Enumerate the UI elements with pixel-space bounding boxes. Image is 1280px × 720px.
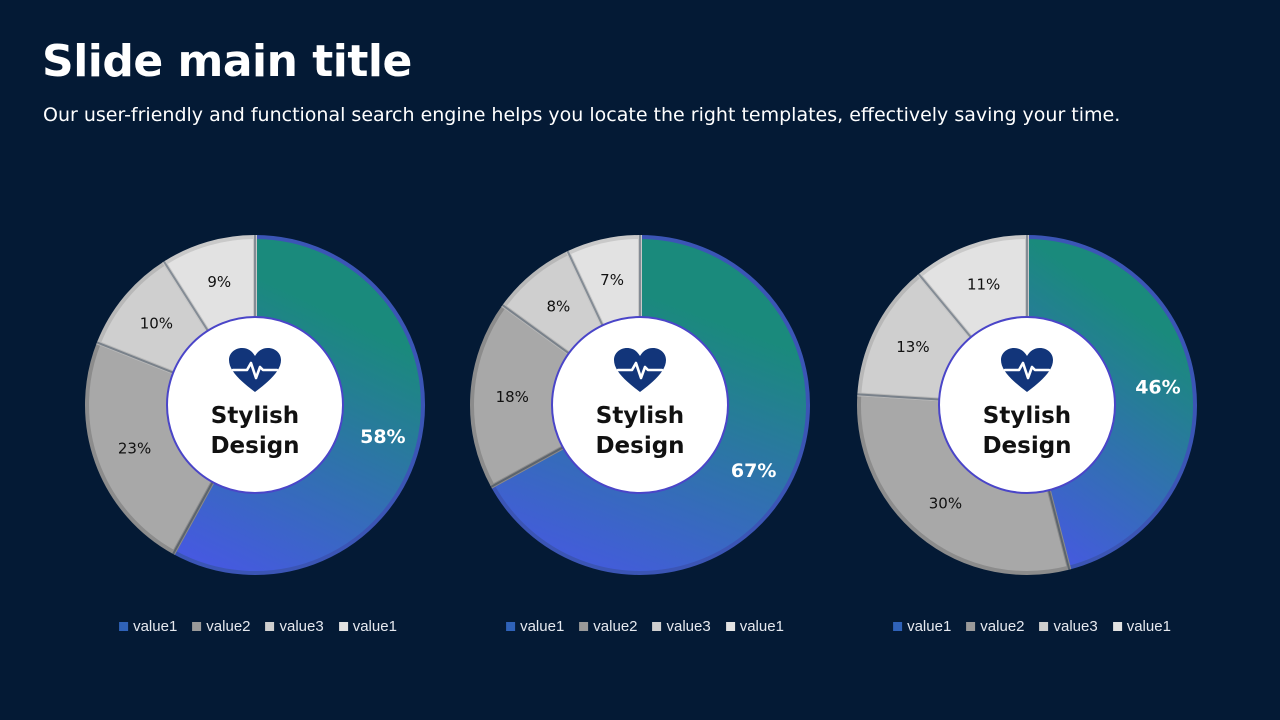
legend-label: value1 (352, 618, 397, 635)
legend-item: value1 (1112, 618, 1171, 635)
heart-pulse-icon (614, 348, 666, 392)
legend-swatch (1039, 622, 1049, 631)
legend-swatch (966, 622, 976, 631)
legend-label: value3 (279, 618, 324, 635)
legend-label: value1 (739, 618, 784, 635)
legend-label: value1 (1126, 618, 1171, 635)
slice-label-2-2: 18% (496, 388, 529, 406)
slice-label-3-4: 11% (967, 276, 1000, 294)
legend-item: value1 (506, 618, 564, 635)
legend-swatch (893, 622, 903, 631)
slice-label-1-4: 9% (207, 273, 231, 291)
legend-chart-2: value1 value2 value3 value1 (506, 618, 784, 635)
legend-swatch (725, 622, 735, 631)
legend-item: value2 (192, 618, 251, 635)
center-label-line-2: Design (982, 433, 1071, 459)
legend-label: value1 (520, 618, 565, 635)
donut-center (166, 316, 344, 494)
slice-label-1-3: 10% (140, 314, 173, 332)
legend-item: value1 (338, 618, 397, 635)
legend-swatch (506, 622, 516, 631)
donut-center (938, 316, 1116, 494)
legend-swatch (338, 622, 348, 631)
center-label-line-1: Stylish (596, 403, 684, 429)
slice-label-2-1: 67% (731, 460, 776, 482)
legend-item: value2 (966, 618, 1025, 635)
legend-item: value2 (579, 618, 638, 635)
heart-pulse-icon (1001, 348, 1053, 392)
donut-chart-1: 58% 23% 10% 9% Stylish Design (85, 234, 425, 575)
legend-swatch (652, 622, 662, 631)
slice-label-1-2: 23% (118, 439, 151, 457)
legend-swatch (119, 622, 129, 631)
legend-label: value2 (206, 618, 251, 635)
legend-swatch (192, 622, 202, 631)
legend-item: value3 (265, 618, 324, 635)
slide-subtitle: Our user-friendly and functional search … (43, 104, 1121, 126)
legend-item: value1 (893, 618, 951, 635)
legend-swatch (579, 622, 589, 631)
donut-chart-3: 46% 30% 13% 11% Stylish Design (856, 234, 1197, 575)
legend-label: value2 (980, 618, 1025, 635)
center-label-line-2: Design (595, 433, 684, 459)
legend-label: value1 (907, 618, 952, 635)
center-label-line-1: Stylish (983, 403, 1071, 429)
legend-item: value3 (1039, 618, 1098, 635)
legend-label: value3 (1053, 618, 1098, 635)
slide-title: Slide main title (42, 36, 412, 87)
center-label-line-2: Design (210, 433, 299, 459)
slice-label-1-1: 58% (360, 426, 405, 448)
legend-label: value1 (133, 618, 178, 635)
center-label-line-1: Stylish (211, 403, 299, 429)
slice-label-3-1: 46% (1135, 376, 1180, 398)
slice-label-3-3: 13% (896, 338, 929, 356)
legend-label: value2 (593, 618, 638, 635)
slice-label-3-2: 30% (929, 495, 962, 513)
legend-chart-3: value1 value2 value3 value1 (893, 618, 1171, 635)
donut-center (551, 316, 729, 494)
legend-item: value3 (652, 618, 711, 635)
heart-pulse-icon (229, 348, 281, 392)
legend-item: value1 (119, 618, 177, 635)
legend-chart-1: value1 value2 value3 value1 (119, 618, 397, 635)
legend-label: value3 (666, 618, 711, 635)
legend-swatch (265, 622, 275, 631)
donut-chart-2: 67% 18% 8% 7% Stylish Design (470, 234, 810, 575)
legend-item: value1 (725, 618, 784, 635)
slice-label-2-4: 7% (600, 271, 624, 289)
legend-swatch (1112, 622, 1122, 631)
slice-label-2-3: 8% (547, 297, 571, 315)
